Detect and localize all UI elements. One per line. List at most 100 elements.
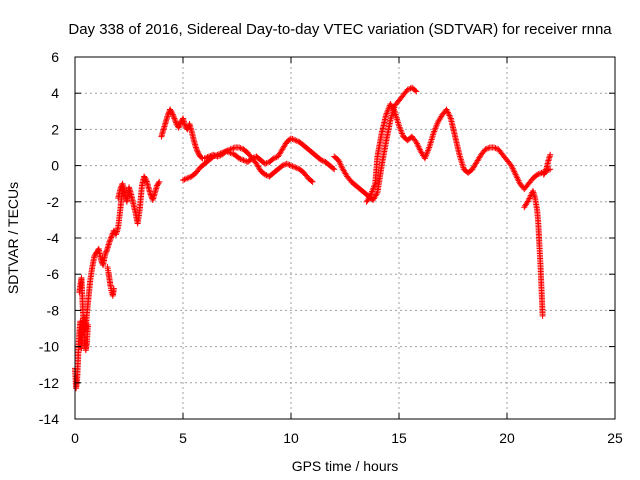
data-point-marker [331,166,338,173]
data-point-marker [192,144,199,151]
data-point-marker [107,235,114,242]
data-point-marker [288,162,294,169]
data-point-marker [319,157,326,164]
data-point-marker [176,123,183,130]
data-point-marker [180,177,186,184]
data-point-marker [290,136,297,143]
data-point-marker [201,155,208,162]
data-point-marker [240,157,247,164]
data-point-marker [182,175,189,182]
data-point-marker [236,144,243,151]
data-point-marker [220,149,227,156]
data-point-marker [142,175,149,182]
data-point-marker [263,160,270,167]
data-point-marker [237,145,244,152]
data-point-marker [155,180,162,187]
x-tick-label: 25 [607,430,623,446]
data-point-marker [547,151,554,158]
y-tick-label: -10 [39,339,59,355]
series-rnna-c [104,263,117,299]
y-tick-label: 2 [51,121,59,137]
x-tick-label: 0 [71,430,79,446]
data-point-marker [539,312,546,319]
data-point-marker [213,152,220,159]
data-point-marker [194,148,201,155]
data-point-marker [292,164,299,171]
data-point-marker [534,171,541,178]
data-point-marker [279,162,286,169]
data-point-marker [288,135,294,142]
data-point-marker [262,160,269,167]
data-point-marker [390,106,397,113]
data-point-marker [308,177,315,184]
data-point-marker [84,321,91,328]
data-point-marker [170,114,177,121]
data-point-marker [270,155,277,162]
y-tick-label: 4 [51,85,59,101]
data-point-marker [226,149,233,156]
data-point-marker [169,110,176,117]
x-tick-label: 5 [179,430,187,446]
y-tick-label: 0 [51,158,59,174]
series-rnna-f [180,135,338,184]
data-point-marker [237,155,244,162]
data-point-marker [482,146,489,153]
data-point-marker [492,145,499,152]
y-tick-label: -12 [39,375,59,391]
y-tick-label: 6 [51,49,59,65]
data-point-marker [289,136,296,143]
data-point-marker [412,87,419,94]
data-point-marker [293,137,300,144]
y-tick-label: -8 [47,302,60,318]
data-point-marker [283,160,290,167]
data-point-marker [413,88,420,95]
x-tick-label: 15 [391,430,407,446]
data-point-marker [491,144,498,151]
data-point-marker [103,247,110,254]
data-point-marker [102,249,109,256]
data-point-marker [193,145,200,152]
tick-layer: 0 5 10 15 20 25 -14 -12 -10 -8 -6 -4 -2 0 2 4 6 [39,49,623,446]
data-point-marker [194,147,201,154]
series-rnna-d [115,173,163,227]
chart-title: Day 338 of 2016, Sidereal Day-to-day VTE… [68,21,612,38]
data-point-marker [171,115,178,122]
data-point-marker [262,171,269,178]
data-point-marker [280,161,287,168]
data-point-marker [404,86,411,93]
series-rnna-j [540,151,554,178]
data-point-marker [108,234,115,241]
data-point-marker [367,193,374,200]
data-point-marker [169,111,176,118]
data-point-marker [228,150,235,157]
x-tick-label: 20 [499,430,515,446]
y-tick-label: -6 [47,266,60,282]
data-point-marker [177,120,184,127]
series-rnna-b [76,274,91,354]
y-tick-label: -14 [39,411,59,427]
data-point-marker [330,165,337,172]
data-point-marker [214,151,221,158]
data-point-marker [168,108,175,115]
data-point-marker [236,155,243,162]
data-point-marker [292,137,299,144]
data-point-marker [211,152,218,159]
data-point-marker [181,176,188,183]
data-point-marker [289,163,296,170]
data-point-marker [172,118,179,125]
data-point-marker [485,145,492,152]
data-point-marker [535,171,542,178]
points-layer [72,84,554,392]
data-point-marker [290,163,297,170]
data-point-marker [285,161,292,168]
data-point-marker [483,145,490,152]
data-point-marker [103,248,110,255]
y-axis-label: SDTVAR / TECUs [5,182,21,294]
data-point-marker [239,156,246,163]
series-rnna-h [363,101,554,205]
data-point-marker [216,151,222,158]
data-point-marker [106,238,113,245]
data-point-marker [286,161,293,168]
data-point-marker [318,157,325,164]
data-point-marker [156,178,163,185]
